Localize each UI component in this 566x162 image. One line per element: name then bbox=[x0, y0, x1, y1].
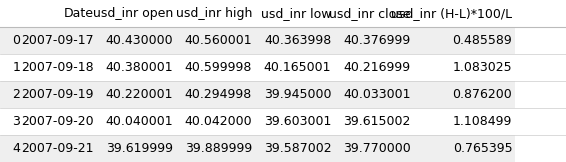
Text: 39.945000: 39.945000 bbox=[264, 88, 331, 101]
Text: 1.108499: 1.108499 bbox=[453, 115, 512, 128]
Text: 39.603001: 39.603001 bbox=[264, 115, 331, 128]
Bar bbox=[0, 108, 23, 135]
Text: 40.430000: 40.430000 bbox=[105, 34, 173, 47]
Bar bbox=[175, 27, 255, 54]
Text: 39.619999: 39.619999 bbox=[106, 142, 173, 155]
Text: 39.889999: 39.889999 bbox=[185, 142, 252, 155]
Text: 40.216999: 40.216999 bbox=[344, 61, 410, 74]
Bar bbox=[334, 81, 413, 108]
Text: 2: 2 bbox=[12, 88, 20, 101]
Bar bbox=[96, 54, 175, 81]
Bar bbox=[0, 0, 23, 27]
Bar bbox=[255, 54, 334, 81]
Text: 2007-09-20: 2007-09-20 bbox=[21, 115, 93, 128]
Text: 40.220001: 40.220001 bbox=[105, 88, 173, 101]
Text: usd_inr open: usd_inr open bbox=[93, 7, 173, 20]
Text: 4: 4 bbox=[12, 142, 20, 155]
Bar bbox=[255, 27, 334, 54]
Text: 40.363998: 40.363998 bbox=[264, 34, 331, 47]
Text: usd_inr (H-L)*100/L: usd_inr (H-L)*100/L bbox=[391, 7, 512, 20]
Text: 0: 0 bbox=[12, 34, 20, 47]
Bar bbox=[96, 27, 175, 54]
Text: usd_inr close: usd_inr close bbox=[329, 7, 410, 20]
Text: 39.770000: 39.770000 bbox=[342, 142, 410, 155]
Bar bbox=[23, 54, 96, 81]
Text: 2007-09-21: 2007-09-21 bbox=[21, 142, 93, 155]
Bar bbox=[0, 27, 23, 54]
Bar bbox=[96, 0, 175, 27]
Bar bbox=[23, 0, 96, 27]
Text: 2007-09-18: 2007-09-18 bbox=[21, 61, 93, 74]
Bar bbox=[334, 54, 413, 81]
Bar bbox=[23, 81, 96, 108]
Text: 40.560001: 40.560001 bbox=[185, 34, 252, 47]
Text: 40.294998: 40.294998 bbox=[185, 88, 252, 101]
Text: 40.376999: 40.376999 bbox=[343, 34, 410, 47]
Bar bbox=[96, 81, 175, 108]
Bar bbox=[334, 0, 413, 27]
Bar bbox=[96, 135, 175, 162]
Bar bbox=[96, 108, 175, 135]
Text: 40.033001: 40.033001 bbox=[343, 88, 410, 101]
Bar bbox=[334, 135, 413, 162]
Bar bbox=[23, 135, 96, 162]
Bar bbox=[23, 108, 96, 135]
Bar bbox=[175, 108, 255, 135]
Text: 0.765395: 0.765395 bbox=[453, 142, 512, 155]
Bar bbox=[334, 27, 413, 54]
Bar bbox=[175, 54, 255, 81]
Text: 40.042000: 40.042000 bbox=[185, 115, 252, 128]
Bar bbox=[413, 135, 515, 162]
Text: 40.380001: 40.380001 bbox=[105, 61, 173, 74]
Bar bbox=[0, 81, 23, 108]
Text: 39.587002: 39.587002 bbox=[264, 142, 331, 155]
Text: usd_inr low: usd_inr low bbox=[261, 7, 331, 20]
Text: 3: 3 bbox=[12, 115, 20, 128]
Text: 2007-09-19: 2007-09-19 bbox=[21, 88, 93, 101]
Bar bbox=[255, 135, 334, 162]
Text: 1.083025: 1.083025 bbox=[453, 61, 512, 74]
Bar bbox=[255, 0, 334, 27]
Text: usd_inr high: usd_inr high bbox=[175, 7, 252, 20]
Text: 0.485589: 0.485589 bbox=[452, 34, 512, 47]
Bar bbox=[413, 54, 515, 81]
Bar bbox=[413, 108, 515, 135]
Text: 39.615002: 39.615002 bbox=[343, 115, 410, 128]
Text: Date: Date bbox=[63, 7, 93, 20]
Bar bbox=[255, 81, 334, 108]
Bar bbox=[175, 0, 255, 27]
Bar bbox=[0, 54, 23, 81]
Text: 2007-09-17: 2007-09-17 bbox=[21, 34, 93, 47]
Text: 1: 1 bbox=[12, 61, 20, 74]
Text: 40.599998: 40.599998 bbox=[185, 61, 252, 74]
Bar bbox=[334, 108, 413, 135]
Bar bbox=[413, 0, 515, 27]
Text: 40.165001: 40.165001 bbox=[264, 61, 331, 74]
Bar bbox=[23, 27, 96, 54]
Text: 0.876200: 0.876200 bbox=[452, 88, 512, 101]
Bar bbox=[0, 135, 23, 162]
Bar bbox=[413, 27, 515, 54]
Bar bbox=[255, 108, 334, 135]
Bar bbox=[175, 135, 255, 162]
Bar bbox=[175, 81, 255, 108]
Bar bbox=[413, 81, 515, 108]
Text: 40.040001: 40.040001 bbox=[105, 115, 173, 128]
